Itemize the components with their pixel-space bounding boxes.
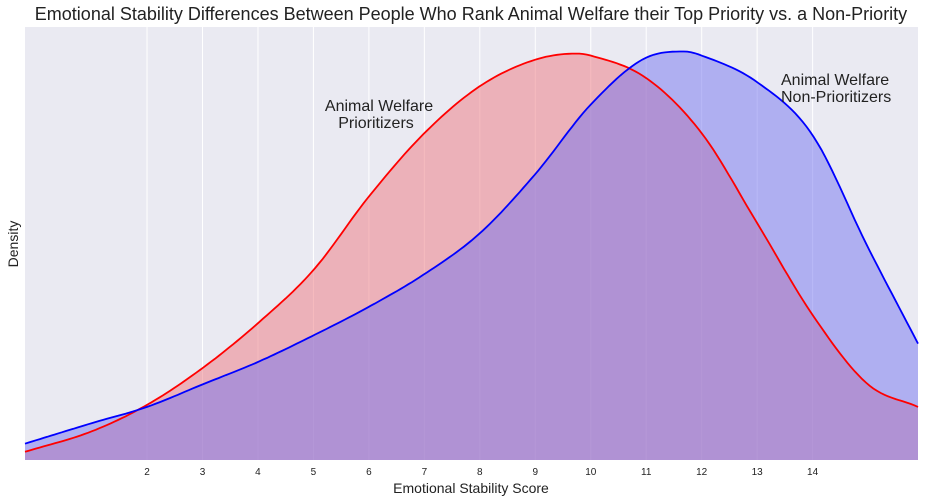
annotation-prioritizers-line-2: Prioritizers — [338, 115, 414, 132]
x-tick-label-6: 6 — [366, 467, 372, 478]
x-tick-label-8: 8 — [477, 467, 483, 478]
x-tick-label-11: 11 — [641, 467, 652, 478]
x-tick-label-13: 13 — [752, 467, 764, 478]
annotation-non-prioritizers-line-2: Non-Prioritizers — [781, 89, 891, 106]
density-lines — [24, 50, 919, 453]
density-areas — [25, 51, 918, 460]
x-tick-label-3: 3 — [200, 467, 206, 478]
x-tick-label-2: 2 — [144, 467, 150, 478]
x-tick-label-5: 5 — [311, 467, 317, 478]
x-tick-label-7: 7 — [422, 467, 428, 478]
x-tick-label-12: 12 — [696, 467, 708, 478]
x-tick-label-10: 10 — [585, 467, 597, 478]
x-tick-label-4: 4 — [255, 467, 261, 478]
density-area-series-1 — [25, 51, 918, 460]
density-line-series-0 — [24, 52, 919, 453]
x-tick-labels: 2 3 4 5 6 7 8 9 10 11 12 13 14 — [144, 467, 818, 478]
x-tick-label-9: 9 — [533, 467, 539, 478]
annotation-non-prioritizers-line-1: Animal Welfare — [781, 72, 889, 89]
chart-title: Emotional Stability Differences Between … — [35, 4, 907, 24]
density-line-series-1 — [24, 50, 919, 445]
y-axis-label: Density — [5, 221, 21, 268]
annotation-prioritizers-line-1: Animal Welfare — [325, 98, 433, 115]
x-tick-label-14: 14 — [807, 467, 819, 478]
x-axis-label: Emotional Stability Score — [393, 480, 549, 496]
